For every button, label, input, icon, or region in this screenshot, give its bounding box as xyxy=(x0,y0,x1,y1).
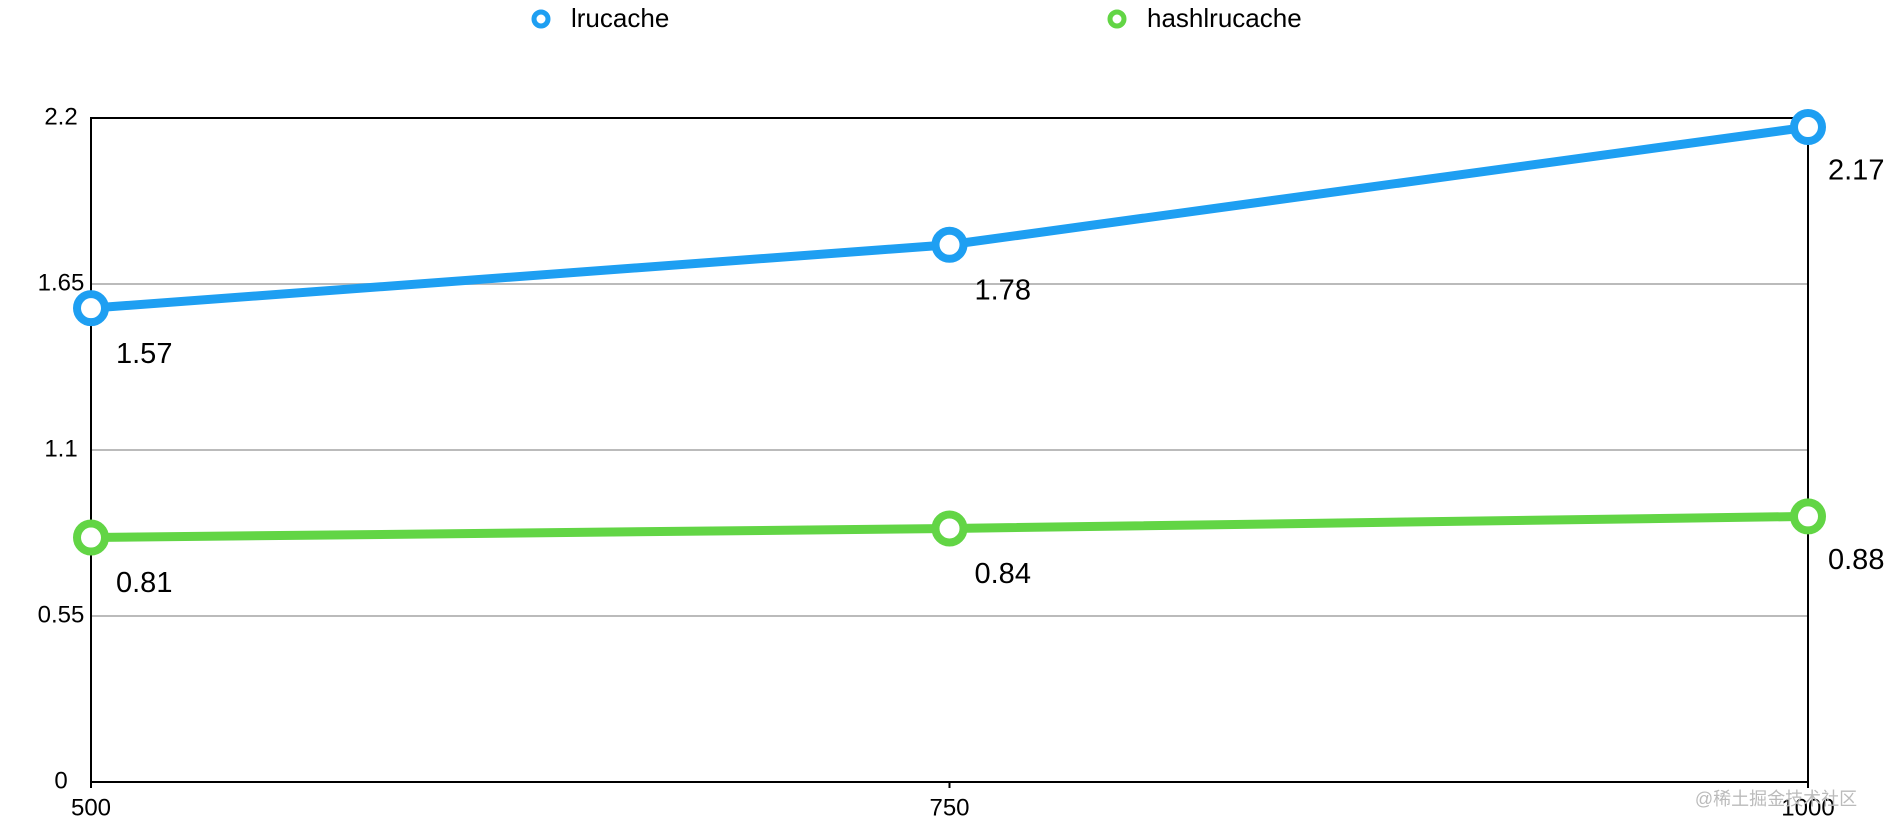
data-label: 1.78 xyxy=(975,274,1031,306)
data-label: 0.84 xyxy=(975,558,1031,590)
data-label: 1.57 xyxy=(116,338,172,370)
y-tick-label: 0.55 xyxy=(38,601,85,628)
point xyxy=(931,510,968,547)
y-tick-label: 0 xyxy=(54,767,67,794)
legend-marker xyxy=(1107,9,1127,29)
data-label: 0.81 xyxy=(116,567,172,599)
series-line xyxy=(90,122,1809,313)
plot-frame xyxy=(90,117,1809,783)
y-tick-label: 2.2 xyxy=(44,103,77,130)
point xyxy=(73,519,109,556)
point xyxy=(1790,109,1826,146)
watermark: @稀土掘金技术社区 xyxy=(1695,789,1857,809)
point xyxy=(1790,498,1826,535)
y-tick-label: 1.1 xyxy=(44,435,77,462)
data-label: 0.88 xyxy=(1828,544,1884,576)
legend-label: lrucache xyxy=(571,3,669,33)
x-tick-label: 500 xyxy=(71,794,111,821)
x-tick-label: 750 xyxy=(929,794,969,821)
point xyxy=(73,290,109,327)
data-label: 2.17 xyxy=(1828,155,1884,187)
legend-marker xyxy=(531,9,551,29)
x-tick-label: 1000 xyxy=(1781,794,1834,821)
legend-label: hashlrucache xyxy=(1147,3,1302,33)
y-tick-label: 1.65 xyxy=(38,269,85,296)
point xyxy=(931,226,968,263)
